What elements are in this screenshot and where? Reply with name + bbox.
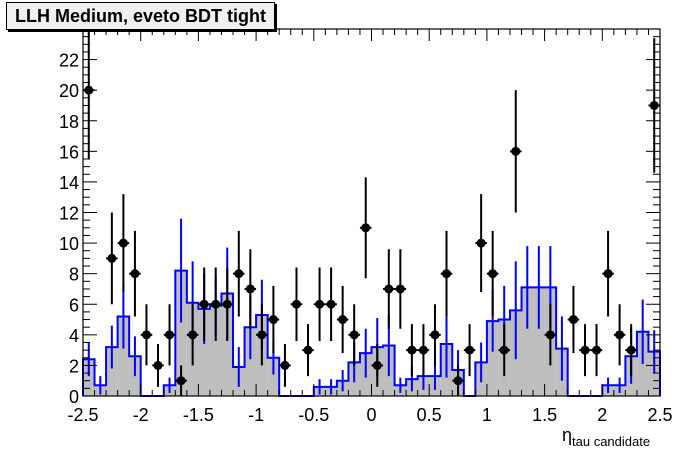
x-tick-label: 0 [366, 405, 376, 425]
mc-bin [244, 327, 257, 396]
x-tick-label: -1 [248, 405, 264, 425]
data-point [453, 376, 463, 386]
y-tick-label: 10 [59, 234, 79, 254]
mc-bin [209, 305, 222, 396]
data-point [245, 284, 255, 294]
x-tick-label: -2 [133, 405, 149, 425]
y-tick-label: 2 [69, 356, 79, 376]
y-tick-label: 16 [59, 142, 79, 162]
data-point [211, 299, 221, 309]
data-point [315, 299, 325, 309]
data-point [361, 223, 371, 233]
x-tick-label: -0.5 [298, 405, 329, 425]
y-tick-label: 0 [69, 387, 79, 407]
x-axis-label: ηtau candidate [562, 425, 650, 449]
data-point [222, 299, 232, 309]
data-point [580, 345, 590, 355]
y-tick-label: 6 [69, 295, 79, 315]
y-tick-label: 12 [59, 204, 79, 224]
data-point [568, 315, 578, 325]
mc-bin [83, 359, 95, 396]
data-point [395, 284, 405, 294]
data-point [384, 284, 394, 294]
x-tick-label: 0.5 [417, 405, 442, 425]
mc-bin [117, 316, 130, 396]
axis-frame [82, 28, 661, 397]
x-tick-label: -2.5 [67, 405, 98, 425]
data-point [626, 345, 636, 355]
data-point [107, 253, 117, 263]
data-point [338, 315, 348, 325]
x-axis-label-sub: tau candidate [572, 434, 650, 449]
mc-bin [221, 293, 234, 396]
data-point [188, 330, 198, 340]
data-point [130, 269, 140, 279]
mc-bin [267, 357, 280, 396]
x-axis-label-main: η [562, 425, 572, 445]
mc-bin [106, 347, 118, 396]
x-tick-label: 1 [482, 405, 492, 425]
y-tick-label: 14 [59, 173, 79, 193]
data-point [153, 360, 163, 370]
data-point [476, 238, 486, 248]
data-point [465, 345, 475, 355]
data-point [176, 376, 186, 386]
x-tick-label: -1.5 [183, 405, 214, 425]
data-point [615, 330, 625, 340]
tick-labels: -2.5 -2 -1.5 -1 -0.5 0 0.5 1 1.5 2 2.5 0 2 4 6 8 10 12 14 1… [59, 51, 673, 425]
data-point [268, 315, 278, 325]
mc-bin [175, 270, 187, 396]
data-point [430, 330, 440, 340]
y-tick-label: 20 [59, 81, 79, 101]
data-point [545, 330, 555, 340]
mc-bin [198, 308, 210, 396]
mc-bin [129, 356, 141, 396]
x-tick-label: 2 [597, 405, 607, 425]
x-tick-label: 2.5 [647, 405, 672, 425]
data-point [141, 330, 151, 340]
data-point [280, 360, 290, 370]
y-tick-label: 8 [69, 265, 79, 285]
x-tick-label: 1.5 [532, 405, 557, 425]
data-point [488, 269, 498, 279]
data-point [603, 269, 613, 279]
mc-bin [486, 321, 499, 396]
chart-title: LLH Medium, eveto BDT tight [6, 2, 275, 30]
data-point [326, 299, 336, 309]
y-tick-label: 18 [59, 112, 79, 132]
data-point [511, 146, 521, 156]
y-tick-label: 4 [69, 326, 79, 346]
mc-bin [521, 287, 534, 396]
data-point [118, 238, 128, 248]
data-point [592, 345, 602, 355]
mc-bin [533, 287, 545, 396]
data-point [303, 345, 313, 355]
data-point [257, 330, 267, 340]
data-point [499, 345, 509, 355]
data-point [372, 360, 382, 370]
data-point [165, 330, 175, 340]
data-points-layer [83, 21, 660, 396]
data-point [407, 345, 417, 355]
data-point [234, 269, 244, 279]
mc-bin [648, 351, 660, 396]
data-point [442, 269, 452, 279]
data-point [349, 330, 359, 340]
data-point [418, 345, 428, 355]
data-point [199, 299, 209, 309]
data-point [291, 299, 301, 309]
y-tick-label: 22 [59, 51, 79, 71]
